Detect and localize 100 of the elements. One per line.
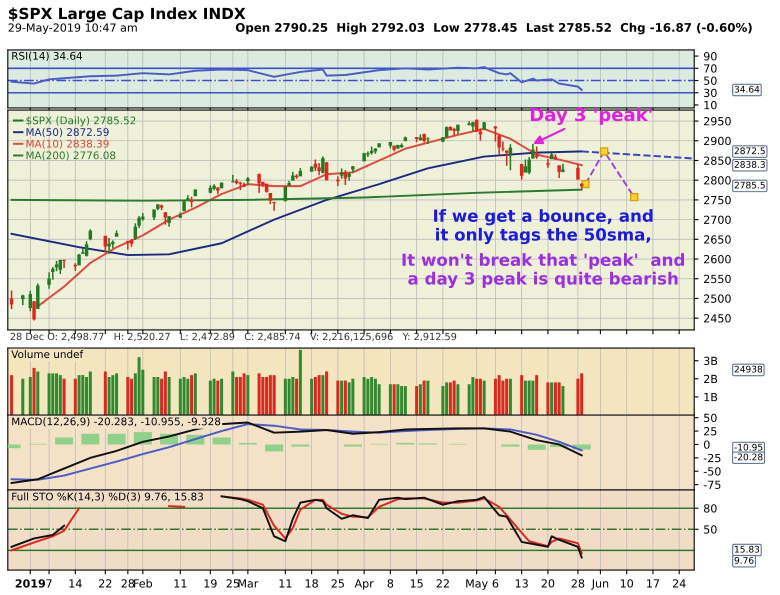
text: Open 2790.25 High 2792.03 Low 2778.45 Last 2785.52 Chg -16.87 (-0.60%) bbox=[236, 22, 752, 34]
x-tick-label: Jun bbox=[591, 579, 608, 590]
x-tick-label: May bbox=[466, 579, 488, 590]
candlestick bbox=[126, 240, 130, 250]
bar bbox=[88, 372, 92, 416]
bar bbox=[498, 375, 501, 416]
bar bbox=[388, 384, 392, 416]
chart-title: MACD(12,26,9) -20.283, -10.955, -9.328 bbox=[12, 417, 220, 427]
bar bbox=[168, 376, 171, 416]
text: -10.95 bbox=[734, 444, 762, 451]
bar bbox=[51, 373, 54, 416]
bar bbox=[108, 434, 126, 444]
candlestick bbox=[520, 164, 524, 180]
bar bbox=[156, 376, 160, 416]
candlestick bbox=[77, 253, 81, 266]
bar bbox=[212, 438, 231, 444]
candlestick bbox=[21, 294, 25, 306]
bar bbox=[321, 375, 324, 416]
bar bbox=[288, 378, 291, 416]
bar bbox=[452, 380, 456, 416]
x-tick-label: 22 bbox=[436, 579, 449, 588]
x-tick-label: 24 bbox=[672, 579, 686, 588]
y-tick-label: -50 bbox=[704, 467, 721, 476]
bar bbox=[366, 378, 370, 416]
text: -20.28 bbox=[734, 454, 762, 460]
legend-label: MA(50) 2872.59 bbox=[26, 128, 109, 138]
bar bbox=[104, 372, 107, 416]
x-tick-label: 25 bbox=[226, 579, 239, 588]
bar bbox=[531, 380, 534, 416]
bar bbox=[528, 380, 531, 416]
candlestick bbox=[32, 300, 36, 322]
x-tick-label: 7 bbox=[46, 579, 52, 588]
bar bbox=[186, 378, 190, 416]
bar bbox=[242, 373, 246, 416]
bar bbox=[580, 373, 584, 416]
bar bbox=[426, 380, 430, 416]
bar bbox=[178, 378, 182, 416]
bar bbox=[190, 375, 194, 416]
bar bbox=[524, 380, 527, 416]
candlestick bbox=[190, 196, 194, 208]
candlestick bbox=[524, 158, 528, 174]
text: 2785.5 bbox=[734, 182, 765, 189]
bar bbox=[258, 373, 261, 416]
candlestick bbox=[576, 163, 580, 180]
bar bbox=[445, 382, 448, 416]
bar bbox=[505, 378, 508, 416]
bar bbox=[58, 375, 62, 416]
bar bbox=[246, 375, 250, 416]
bar bbox=[448, 382, 452, 416]
bar bbox=[208, 380, 212, 416]
y-tick-label: 2700 bbox=[704, 216, 731, 224]
text: 28 Dec O: 2,498.77 H: 2,520.27 L: 2,472.89 C: 2,485.74 V: 2,216,125,696 Y: 2,912.59 bbox=[10, 332, 456, 342]
y-tick-label: 3B bbox=[704, 356, 718, 366]
x-tick-label: 10 bbox=[620, 579, 634, 588]
legend-label: MA(10) 2838.39 bbox=[26, 140, 109, 149]
x-tick-label: Apr bbox=[354, 579, 374, 590]
annotation: It won't break that 'peak' and a day 3 peak is quite bearish bbox=[402, 253, 684, 288]
y-tick-label: 25 bbox=[704, 427, 716, 436]
text: 9.76 bbox=[734, 557, 754, 564]
text: 2872.5 bbox=[734, 147, 765, 154]
bar bbox=[471, 376, 474, 416]
x-tick-label: 18 bbox=[306, 579, 318, 588]
candlestick bbox=[107, 237, 111, 255]
bar bbox=[325, 372, 328, 416]
bar bbox=[348, 382, 351, 416]
y-tick-label: -25 bbox=[704, 454, 720, 462]
chart-subtitle: 29-May-2019 10:47 am bbox=[8, 23, 137, 34]
bar bbox=[111, 375, 114, 416]
x-tick-label: Mar bbox=[238, 579, 258, 588]
bar bbox=[404, 386, 407, 416]
bar bbox=[81, 375, 84, 416]
y-tick-label: 2650 bbox=[704, 235, 731, 244]
candlestick bbox=[272, 201, 276, 212]
annotation: RSI(14) 34.64 bbox=[12, 52, 82, 62]
bar bbox=[554, 382, 557, 416]
y-tick-label: 90 bbox=[704, 52, 717, 60]
x-tick-label: 15 bbox=[410, 579, 423, 588]
candlestick bbox=[257, 172, 261, 194]
bar bbox=[78, 375, 81, 416]
candlestick bbox=[104, 235, 108, 253]
x-tick-label: 28 bbox=[122, 579, 134, 588]
candlestick bbox=[344, 169, 348, 186]
bar bbox=[220, 378, 224, 416]
bar bbox=[55, 373, 58, 416]
y-tick-label: -75 bbox=[704, 480, 720, 490]
y-tick-label: 70 bbox=[704, 64, 717, 73]
bar bbox=[422, 380, 426, 416]
bar bbox=[310, 378, 314, 416]
text: 34.64 bbox=[734, 86, 760, 93]
candlestick bbox=[340, 168, 344, 180]
text: 2838.3 bbox=[734, 161, 765, 168]
x-tick-label: 20 bbox=[542, 579, 554, 588]
candlestick bbox=[268, 192, 272, 205]
bar bbox=[396, 384, 400, 416]
candlestick bbox=[88, 228, 92, 242]
bar bbox=[216, 380, 220, 416]
annotation: If we get a bounce, and it only tags the 50sma, bbox=[434, 209, 652, 244]
y-tick-label: 1B bbox=[704, 393, 718, 402]
x-tick-label: Feb bbox=[134, 579, 152, 588]
x-tick-label: 2019 bbox=[16, 579, 46, 588]
